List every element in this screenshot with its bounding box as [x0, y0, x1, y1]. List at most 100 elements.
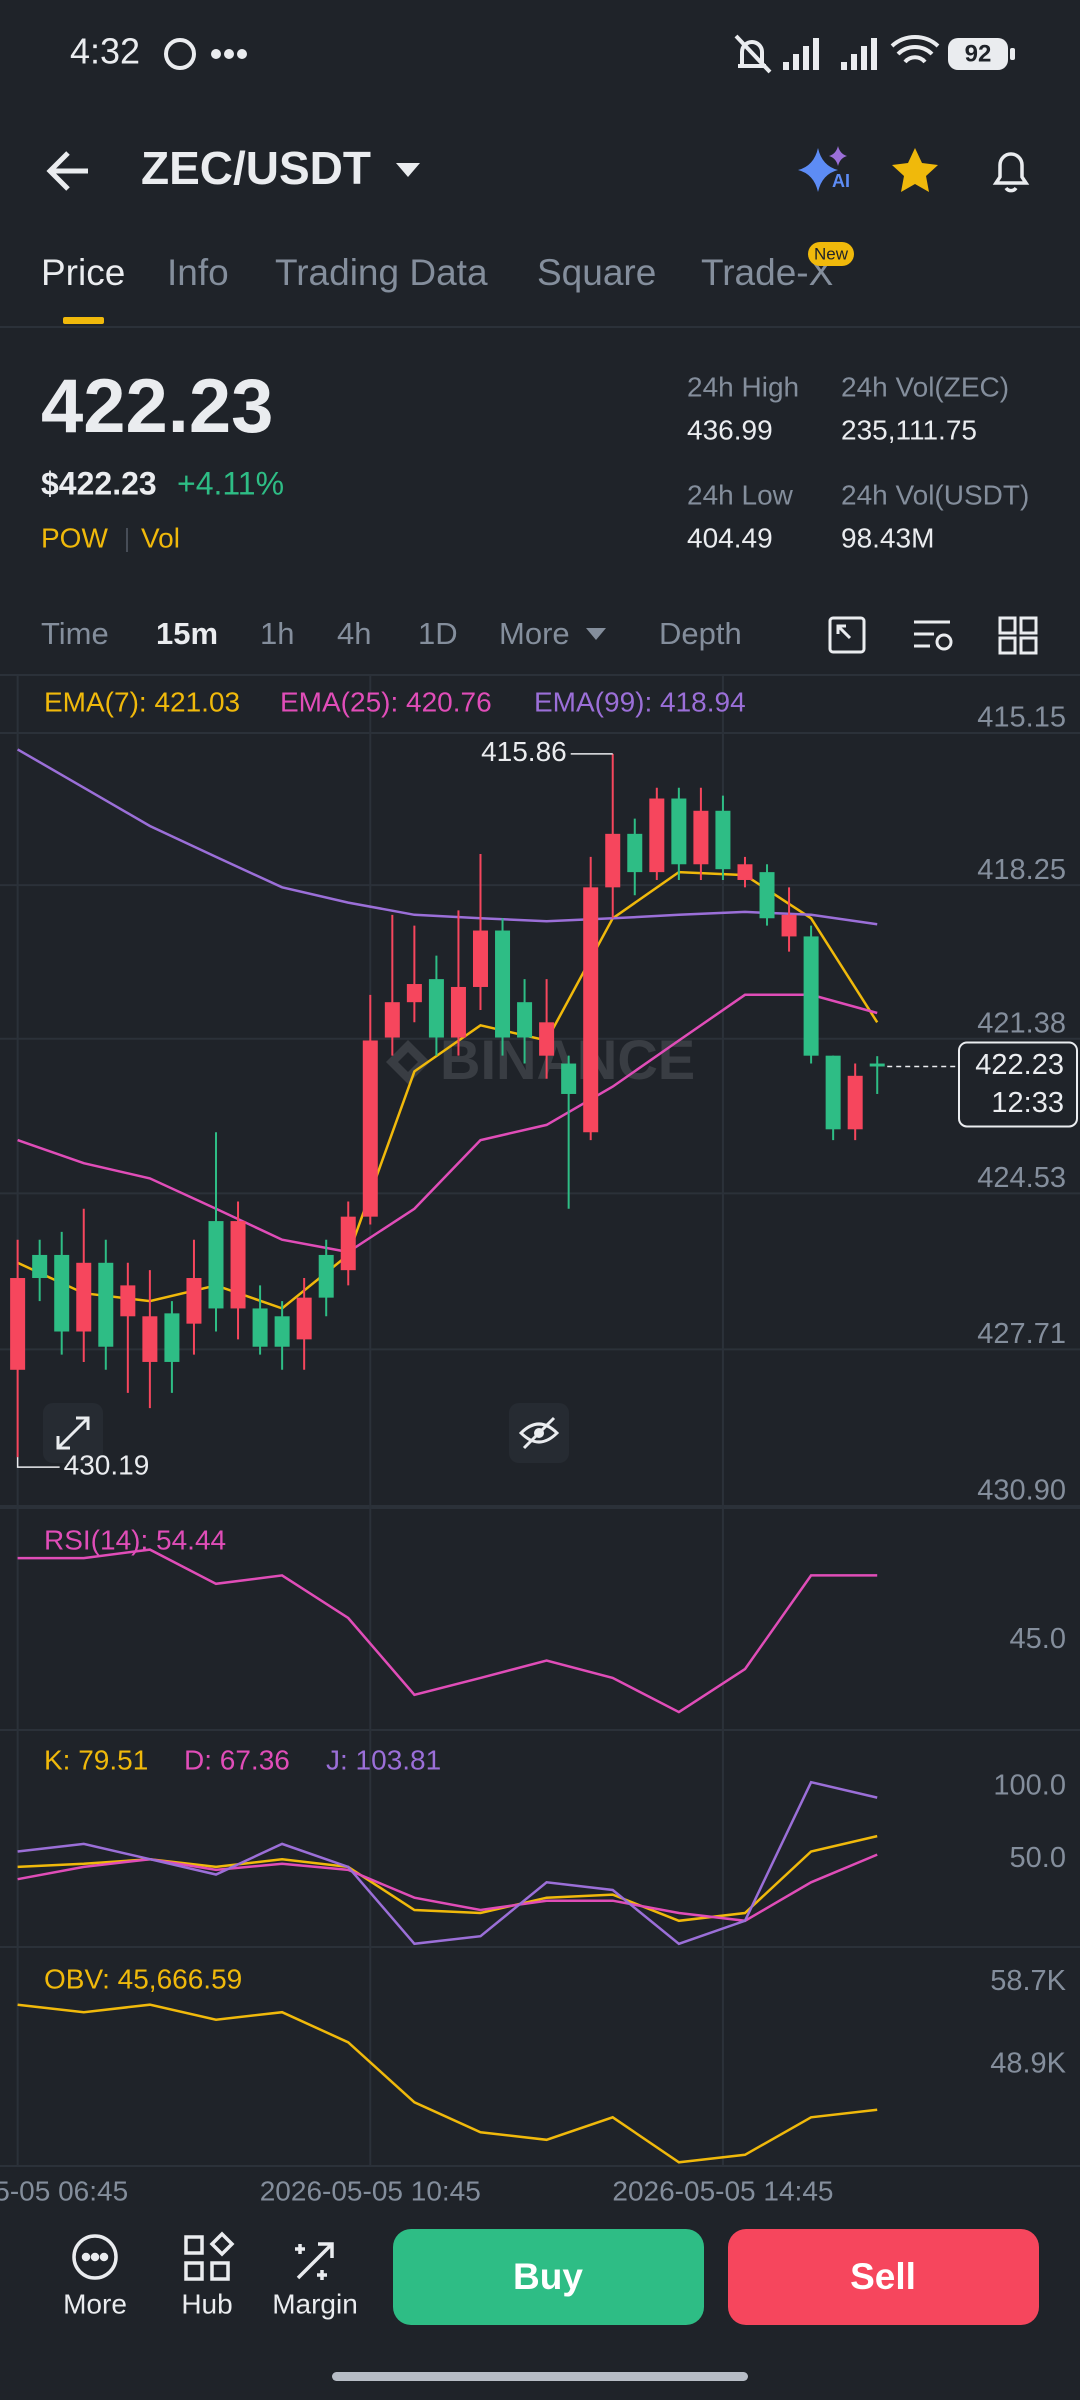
battery	[948, 38, 1008, 70]
home-indicator	[332, 2372, 748, 2381]
panel-separators	[0, 1507, 1080, 2167]
candle-body	[561, 1063, 577, 1094]
y-tick-label: 430.90	[977, 1475, 1066, 1507]
candle-body	[715, 810, 731, 870]
x-tick-label: 2026-05-05 14:45	[612, 2175, 833, 2206]
interval[interactable]: 1h	[260, 616, 294, 651]
candle-body	[693, 810, 709, 865]
candle-body	[296, 1297, 312, 1340]
buy-button[interactable]	[393, 2229, 704, 2325]
sell-button[interactable]	[728, 2229, 1039, 2325]
candle-body	[318, 1254, 334, 1298]
x-tick-label: 2026-05-05 10:45	[260, 2175, 481, 2206]
last-price: 422.23	[41, 364, 273, 449]
interval[interactable]: More	[499, 616, 570, 651]
candle-body	[428, 979, 444, 1038]
candle-body	[252, 1308, 268, 1347]
back-button[interactable]	[46, 151, 88, 191]
pair-dropdown[interactable]	[396, 163, 420, 177]
candle-body	[340, 1216, 356, 1271]
sell-label[interactable]: Sell	[850, 2256, 916, 2297]
bottom-item[interactable]: Margin	[272, 2288, 358, 2319]
candle-body	[384, 1002, 400, 1038]
stat-label: 24h Low	[687, 479, 794, 510]
candle-body	[517, 1002, 533, 1038]
y-tick-label: 50.0	[1010, 1842, 1066, 1874]
status-time: 4:32	[70, 31, 140, 72]
price-usd: $422.23	[41, 465, 157, 501]
y-tick-label: 418.25	[977, 854, 1066, 886]
pair-title[interactable]: ZEC/USDT	[141, 142, 371, 194]
y-tick-label: 415.15	[977, 702, 1066, 734]
candle-body	[164, 1313, 180, 1362]
candle-body	[472, 930, 488, 987]
candle-body	[10, 1278, 26, 1370]
y-tick-label: 424.53	[977, 1162, 1066, 1194]
interval[interactable]: 1D	[418, 616, 458, 651]
divider	[0, 326, 1080, 328]
legend-entry: K: 79.51	[44, 1744, 148, 1775]
indicator-line	[17, 1548, 878, 1714]
candle-body	[54, 1254, 70, 1332]
candle-body	[120, 1285, 136, 1317]
candle-body	[76, 1262, 92, 1332]
favorite-button[interactable]	[892, 148, 938, 192]
chart-layer: 415.15 418.25 421.38 424.53 427.71 430.90 2026…	[0, 676, 1080, 2206]
status-icons	[164, 34, 940, 74]
tag[interactable]: POW	[41, 522, 108, 553]
bottom-icons[interactable]	[72, 2231, 334, 2281]
candle-body	[230, 1221, 246, 1309]
tab[interactable]: Info	[167, 252, 229, 293]
bottom-item[interactable]: Hub	[181, 2288, 232, 2319]
candle-body	[803, 936, 819, 1056]
last-price-label: 422.23	[975, 1049, 1064, 1081]
hide-button[interactable]	[509, 1403, 569, 1463]
interval[interactable]: 15m	[156, 616, 218, 651]
candle-body	[627, 833, 643, 873]
legend-entry: EMA(25): 420.76	[280, 686, 492, 717]
interval[interactable]: Depth	[659, 616, 742, 651]
legend-entry: J: 103.81	[326, 1744, 441, 1775]
expand-button[interactable]	[43, 1403, 103, 1463]
interval[interactable]: Time	[41, 616, 109, 651]
stat-label: 24h High	[687, 371, 799, 402]
candle-body	[869, 1063, 885, 1067]
candle-body	[737, 864, 753, 880]
tab[interactable]: Trading Data	[275, 252, 488, 293]
y-tick-label: 45.0	[1010, 1623, 1066, 1655]
legend-entry: EMA(7): 421.03	[44, 686, 240, 717]
stat-value: 404.49	[687, 522, 773, 553]
tab[interactable]: Price	[41, 252, 125, 293]
x-tick-label: 2026-05-05 06:45	[0, 2175, 128, 2206]
candle-body	[781, 914, 797, 937]
chart-tools[interactable]	[828, 616, 1038, 655]
candle-body	[274, 1316, 290, 1347]
more-dropdown[interactable]	[586, 628, 606, 640]
candle-body	[32, 1254, 48, 1279]
indicator-line	[17, 2003, 878, 2164]
indicator-line	[17, 870, 879, 1310]
tab-indicator	[63, 317, 104, 324]
legend-entry: D: 67.36	[184, 1744, 290, 1775]
price-change: +4.11%	[177, 465, 284, 501]
candle-body	[450, 986, 466, 1038]
candle-body	[495, 930, 511, 1038]
buy-label[interactable]: Buy	[513, 2256, 583, 2297]
candle-body	[649, 798, 665, 873]
ai-button[interactable]: AI	[798, 146, 850, 192]
stat-label: 24h Vol(ZEC)	[841, 371, 1009, 402]
bottom-item[interactable]: More	[63, 2288, 127, 2319]
alert-button[interactable]	[992, 152, 1030, 193]
indicator-line	[16, 748, 878, 926]
indicator-line	[17, 1780, 878, 1946]
y-tick-label: 58.7K	[990, 1965, 1066, 1997]
candle-body	[671, 798, 687, 865]
tab[interactable]: Square	[537, 252, 656, 293]
candle-body	[186, 1278, 202, 1324]
y-tick-label: 421.38	[977, 1007, 1066, 1039]
candle-body	[605, 833, 621, 888]
interval[interactable]: 4h	[337, 616, 371, 651]
tag[interactable]: Vol	[141, 522, 180, 553]
